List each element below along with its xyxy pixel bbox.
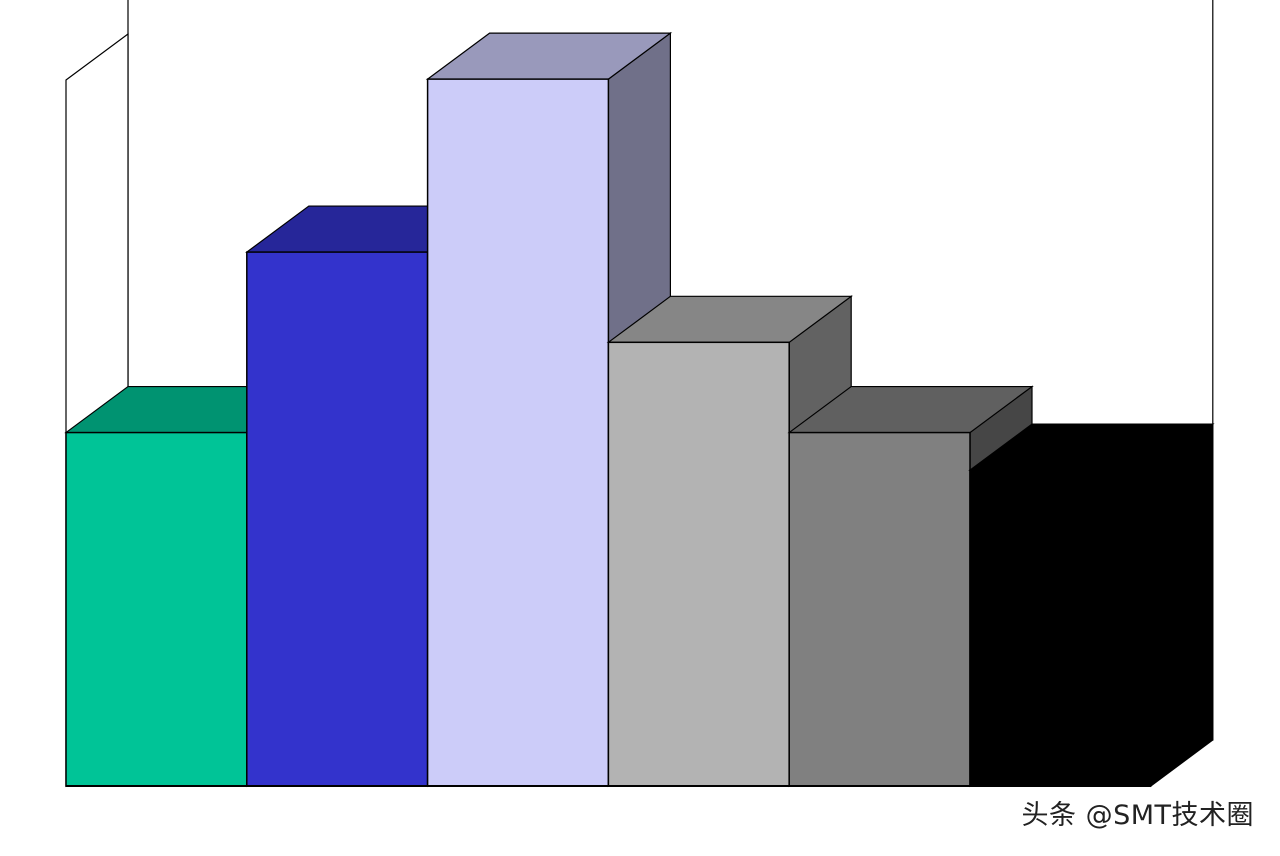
bar-2-front [246, 251, 429, 787]
bar-6 [968, 422, 1215, 788]
bar-6-side [1150, 422, 1214, 788]
bar-6-front [969, 469, 1152, 787]
bars [64, 31, 1215, 788]
bar-5-front [788, 431, 971, 787]
bar-1-front [65, 431, 248, 787]
bar-4-front [607, 341, 790, 787]
watermark-text: 头条 @SMT技术圈 [1021, 800, 1254, 831]
bar-3-front [426, 78, 610, 787]
